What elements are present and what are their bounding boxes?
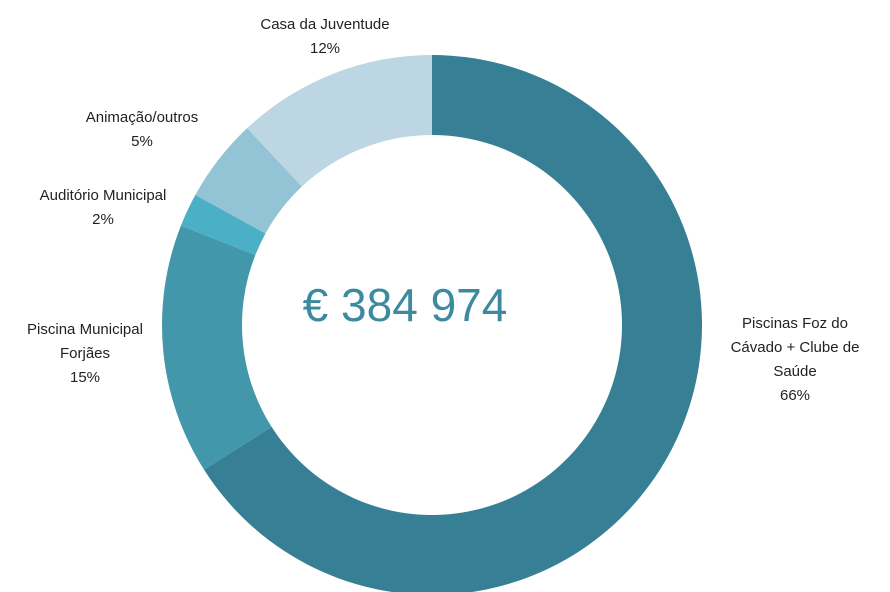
slice-label: Casa da Juventude 12% [225,13,425,61]
slice-label: Piscinas Foz do Cávado + Clube de Saúde 6… [720,312,870,408]
donut-slice [161,225,272,470]
donut-slice [247,55,432,187]
slice-label: Auditório Municipal 2% [3,184,203,232]
value-label: 12% [309,40,341,57]
donut-slice [180,194,266,256]
value-label: 15% [69,369,101,386]
value-label: 66% [779,387,811,404]
slice-label: Animação/outros 5% [42,106,242,154]
category-name: Animação/outros [85,109,199,126]
value-label: 2% [92,211,114,228]
value-label: 5% [131,133,153,150]
donut-slice [195,128,302,234]
donut-slice [204,55,702,592]
center-label: € 384 974 [302,279,508,331]
category-name: Piscinas Foz do Cávado + Clube de Saúde [730,315,860,380]
category-name: Casa da Juventude [260,16,390,33]
category-name: Auditório Municipal [39,187,167,204]
slice-label: Piscina Municipal Forjães 15% [5,318,165,390]
category-name: Piscina Municipal Forjães [27,321,143,362]
